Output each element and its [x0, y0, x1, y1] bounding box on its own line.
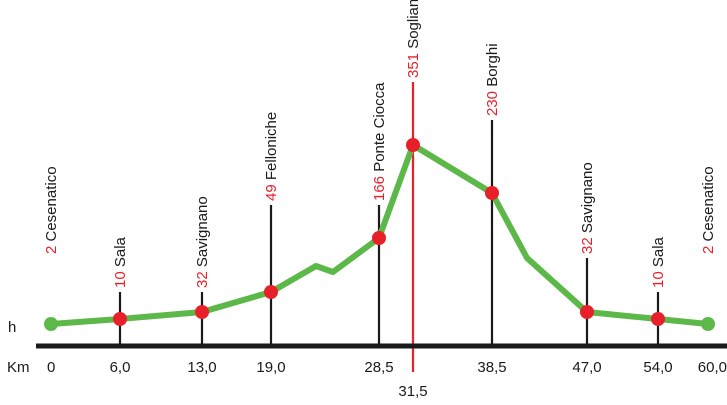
x-tick-label-3: 19,0	[256, 359, 285, 376]
x-tick-label-6: 38,5	[477, 359, 506, 376]
waypoint-name-7: Savignano	[579, 162, 596, 237]
waypoint-marker-7	[580, 305, 594, 319]
waypoint-label-7: 32 Savignano	[579, 162, 596, 254]
waypoint-marker-0	[44, 317, 58, 331]
waypoint-label-0: 2 Cesenatico	[43, 166, 60, 254]
x-tick-label-2: 13,0	[187, 359, 216, 376]
x-tick-label-4: 28,5	[364, 359, 393, 376]
waypoint-label-3: 49 Felloniche	[263, 112, 280, 201]
x-tick-label-7: 47,0	[572, 359, 601, 376]
waypoint-name-9: Cesenatico	[700, 166, 717, 245]
waypoint-name-4: Ponte Ciocca	[371, 82, 388, 176]
waypoint-name-5: Sogliano	[405, 0, 422, 53]
waypoint-name-1: Sala	[112, 236, 129, 271]
waypoint-marker-1	[113, 312, 127, 326]
waypoint-altitude-3: 49	[263, 184, 280, 201]
waypoint-label-6: 230 Borghi	[484, 43, 501, 116]
waypoint-name-0: Cesenatico	[43, 166, 60, 245]
x-tick-label-9: 60,0	[698, 359, 727, 376]
x-tick-label-8: 54,0	[643, 359, 672, 376]
waypoint-altitude-9: 2	[700, 246, 717, 254]
x-tick-label-1: 6,0	[110, 359, 131, 376]
x-axis-label: Km	[7, 359, 30, 376]
waypoint-altitude-8: 10	[650, 271, 667, 288]
waypoint-altitude-4: 166	[371, 176, 388, 201]
waypoint-marker-9	[701, 317, 715, 331]
waypoint-marker-8	[651, 312, 665, 326]
waypoint-name-2: Savignano	[194, 196, 211, 271]
waypoint-marker-5	[406, 138, 420, 152]
waypoint-name-3: Felloniche	[263, 112, 280, 185]
waypoint-label-4: 166 Ponte Ciocca	[371, 82, 388, 201]
waypoint-label-2: 32 Savignano	[194, 196, 211, 288]
waypoint-label-9: 2 Cesenatico	[700, 166, 717, 254]
waypoint-altitude-6: 230	[484, 91, 501, 116]
waypoint-label-5: 351 Sogliano	[405, 0, 422, 78]
y-axis-label: h	[8, 319, 16, 336]
waypoint-altitude-2: 32	[194, 271, 211, 288]
waypoint-label-1: 10 Sala	[112, 236, 129, 288]
waypoint-altitude-0: 2	[43, 246, 60, 254]
peak-km-label: 31,5	[398, 383, 427, 400]
waypoint-marker-2	[195, 305, 209, 319]
x-tick-label-0: 0	[47, 359, 55, 376]
waypoint-altitude-7: 32	[579, 237, 596, 254]
waypoint-name-8: Sala	[650, 236, 667, 271]
waypoint-marker-4	[372, 231, 386, 245]
waypoint-label-8: 10 Sala	[650, 236, 667, 288]
waypoint-marker-3	[264, 285, 278, 299]
waypoint-name-6: Borghi	[484, 43, 501, 91]
waypoint-marker-6	[485, 186, 499, 200]
waypoint-altitude-5: 351	[405, 53, 422, 78]
waypoint-altitude-1: 10	[112, 271, 129, 288]
